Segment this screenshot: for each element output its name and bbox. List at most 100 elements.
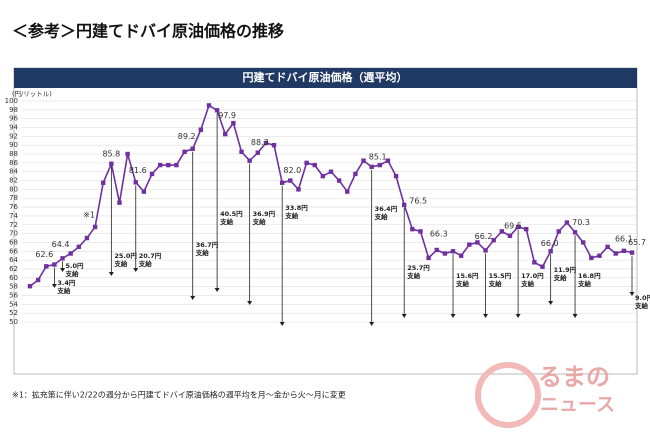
y-tick-label: 80 (9, 185, 18, 193)
chart-frame (13, 67, 638, 375)
value-label: 82.0 (283, 166, 301, 175)
point-marker (328, 169, 334, 174)
point-marker (410, 226, 415, 232)
value-label: 69.5 (504, 221, 522, 230)
point-marker (629, 250, 635, 255)
annotation-amount: 25.0円 (114, 252, 137, 260)
annotation-amount: 9.0円 (635, 294, 650, 302)
point-marker (76, 244, 82, 250)
annotation-note: 支給 (577, 279, 592, 288)
value-label: 66.0 (541, 239, 559, 248)
chart-title: 円建てドバイ原油価格（週平均） (243, 70, 408, 84)
point-marker (52, 262, 57, 267)
watermark-text: るまの (538, 363, 610, 391)
y-tick-label: 52 (9, 309, 18, 317)
arrow-head (450, 314, 456, 318)
annotation-note: 支給 (219, 217, 234, 226)
y-tick-label: 98 (9, 106, 18, 114)
point-marker (304, 160, 309, 166)
annotation-note: 支給 (406, 271, 421, 280)
arrow-head (51, 284, 57, 288)
point-marker (133, 180, 138, 185)
arrow-head (515, 314, 521, 318)
point-marker (458, 253, 464, 258)
y-tick-label: 70 (9, 230, 18, 238)
logo (475, 362, 541, 428)
value-label: 85.8 (102, 149, 120, 158)
point-marker (361, 158, 366, 163)
y-tick-label: 90 (9, 141, 18, 149)
point-marker (377, 162, 383, 168)
point-marker (613, 251, 618, 256)
arrow-head (190, 296, 196, 300)
value-label: 97.9 (218, 111, 236, 120)
point-marker (467, 242, 472, 247)
point-marker (166, 162, 171, 168)
annotation-amount: 20.7円 (139, 252, 162, 260)
arrow-head (548, 301, 554, 305)
point-marker (279, 180, 285, 185)
point-marker (182, 149, 187, 155)
annotation-amount: 33.8円 (285, 204, 308, 212)
footnote: ※1：拡充策に伴い2/22の週分から円建てドバイ原油価格の週平均を月～金から火～… (12, 390, 346, 400)
point-marker (353, 171, 358, 177)
value-label: 62.6 (35, 250, 53, 259)
point-marker (174, 162, 179, 168)
point-marker (442, 251, 448, 256)
annotation-note: 支給 (195, 248, 210, 257)
point-marker (263, 140, 269, 146)
value-label: 76.5 (409, 196, 427, 205)
value-label: 66.1 (615, 234, 633, 243)
point-marker (597, 253, 602, 258)
point-marker (255, 150, 260, 155)
point-marker (247, 158, 252, 163)
y-tick-label: 96 (9, 115, 18, 123)
point-marker (515, 224, 521, 230)
point-marker (44, 264, 49, 269)
point-marker (418, 229, 423, 234)
y-tick-label: 50 (9, 318, 18, 326)
arrow-head (629, 292, 635, 296)
y-tick-label: 100 (5, 97, 18, 105)
annotation-amount: 25.7円 (407, 264, 430, 272)
point-marker (369, 164, 374, 170)
y-tick-label: 68 (9, 238, 18, 246)
y-tick-label: 76 (9, 203, 18, 211)
point-marker (157, 162, 163, 168)
annotation-note: 支給 (252, 217, 267, 226)
y-tick-label: 86 (9, 159, 18, 167)
arrow-head (401, 314, 407, 318)
watermark-text: ニュース (540, 394, 615, 416)
annotation-note: 支給 (284, 211, 299, 220)
annotation-note: 支給 (488, 279, 503, 288)
annotation-note: 支給 (520, 279, 535, 288)
value-label: 89.2 (178, 132, 196, 141)
annotation-amount: 16.8円 (578, 272, 601, 280)
value-label: 66.2 (475, 232, 493, 241)
annotation-note: 支給 (374, 212, 389, 221)
point-marker (434, 247, 439, 253)
annotation-amount: 36.7円 (196, 241, 219, 249)
value-label: 81.6 (129, 166, 147, 175)
value-label: 64.4 (52, 240, 70, 249)
point-marker (109, 161, 114, 166)
annotation-amount: 5.0円 (66, 262, 85, 270)
annotation-note: 支給 (56, 286, 71, 295)
arrow-head (483, 314, 489, 318)
value-label: 65.7 (628, 238, 646, 247)
marker-note: ※1 (83, 210, 95, 219)
arrow-head (214, 288, 220, 292)
point-marker (572, 230, 578, 235)
annotation-amount: 36.9円 (253, 210, 276, 218)
annotation-amount: 15.6円 (456, 272, 479, 280)
y-tick-label: 62 (9, 265, 18, 273)
y-tick-label: 60 (9, 274, 18, 282)
y-tick-label: 64 (9, 256, 18, 264)
value-label: 85.1 (369, 152, 387, 161)
point-marker (402, 202, 407, 208)
arrow-head (108, 272, 114, 276)
point-marker (524, 226, 529, 232)
arrow-head (60, 268, 66, 272)
point-marker (605, 244, 610, 250)
